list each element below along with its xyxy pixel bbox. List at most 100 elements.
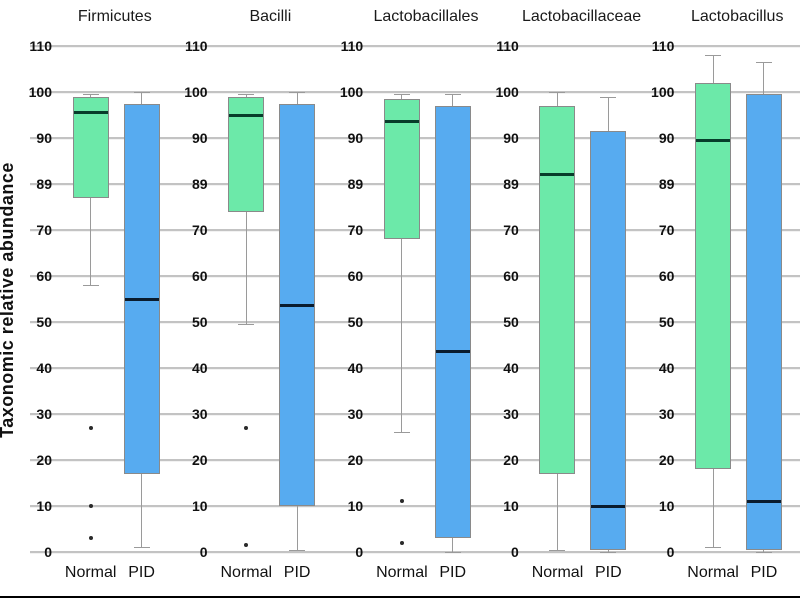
panel-title: Lactobacillales xyxy=(373,8,479,25)
y-tick-label: 50 xyxy=(192,314,208,330)
gridline xyxy=(30,275,800,277)
y-tick-label: 10 xyxy=(192,498,208,514)
gridline xyxy=(30,45,800,47)
whisker-cap xyxy=(444,552,461,553)
y-tick-label: 100 xyxy=(28,84,52,100)
y-tick-label: 50 xyxy=(36,314,52,330)
y-tick-label: 110 xyxy=(340,38,364,54)
whisker-cap xyxy=(600,552,617,553)
x-tick-label: Normal xyxy=(220,564,273,581)
median-line xyxy=(229,113,264,117)
y-tick-label: 20 xyxy=(503,452,519,468)
y-tick-label: 30 xyxy=(192,406,208,422)
y-tick-label: 70 xyxy=(347,222,364,238)
median-line xyxy=(280,304,315,308)
whisker-cap xyxy=(289,549,306,551)
box-normal xyxy=(695,82,732,470)
panel-title: Bacilli xyxy=(249,8,292,25)
y-tick-label: 70 xyxy=(36,222,52,238)
outlier-dot xyxy=(88,504,93,508)
whisker-cap xyxy=(549,549,566,551)
outlier-dot xyxy=(244,543,249,548)
y-tick-label: 90 xyxy=(347,130,364,146)
x-tick-label: Normal xyxy=(687,564,739,581)
y-tick-label: 89 xyxy=(36,176,52,192)
y-tick-label: 110 xyxy=(29,38,52,54)
x-tick-label: PID xyxy=(128,564,155,581)
panel-lactobacillus: Lactobacillus 110 100 90 89 70 60 50 40 30 20 10 0 No… xyxy=(644,0,800,600)
y-tick-label: 50 xyxy=(658,314,675,330)
y-tick-label: 40 xyxy=(347,360,364,376)
y-tick-label: 110 xyxy=(185,38,208,54)
y-tick-label: 70 xyxy=(192,222,208,238)
whisker-cap xyxy=(289,92,306,93)
y-tick-label: 0 xyxy=(44,544,52,560)
y-tick-label: 20 xyxy=(36,452,52,468)
gridline xyxy=(30,91,800,93)
y-tick-label: 0 xyxy=(511,544,519,560)
median-line xyxy=(384,120,419,124)
y-tick-label: 50 xyxy=(503,314,519,330)
y-tick-label: 89 xyxy=(658,176,675,192)
x-tick-label: PID xyxy=(283,564,311,581)
y-tick-label: 10 xyxy=(36,498,52,514)
y-tick-label: 40 xyxy=(658,360,675,376)
box-pid xyxy=(434,105,471,539)
panel-title: Lactobacillaceae xyxy=(521,8,642,25)
y-tick-label: 30 xyxy=(347,406,364,422)
whisker-cap xyxy=(705,547,722,549)
y-tick-label: 110 xyxy=(496,38,519,54)
x-tick-label: PID xyxy=(439,564,467,581)
y-tick-label: 30 xyxy=(36,406,52,422)
y-tick-label: 100 xyxy=(651,84,675,100)
whisker-cap xyxy=(600,96,617,98)
y-tick-label: 90 xyxy=(658,130,675,146)
gridline xyxy=(30,551,800,553)
x-tick-label: PID xyxy=(594,564,622,581)
whisker-cap xyxy=(238,324,255,326)
panel-lactobacillales: Lactobacillales 110 100 90 89 70 60 50 40 30 20 10 0… xyxy=(333,0,489,600)
whisker-cap xyxy=(133,547,150,549)
x-tick-label: PID xyxy=(750,564,778,581)
x-axis-line xyxy=(0,596,800,598)
y-tick-label: 0 xyxy=(666,544,675,560)
whisker-cap xyxy=(444,94,461,96)
box-normal xyxy=(539,105,576,474)
y-tick-label: 90 xyxy=(503,130,519,146)
median-line xyxy=(746,499,781,503)
y-tick-label: 70 xyxy=(503,222,519,238)
gridline xyxy=(30,367,800,369)
outlier-dot xyxy=(88,425,93,430)
gridline xyxy=(30,413,800,415)
y-tick-label: 10 xyxy=(503,498,519,514)
panel-title: Firmicutes xyxy=(77,8,152,25)
x-tick-label: Normal xyxy=(376,564,428,581)
y-tick-label: 60 xyxy=(347,268,364,284)
panel-lactobacillaceae: Lactobacillaceae 110 100 90 89 70 60 50 40 30 20 10… xyxy=(489,0,645,600)
whisker-cap xyxy=(82,94,99,96)
whisker-cap xyxy=(549,92,566,93)
whisker-cap xyxy=(755,552,772,553)
whisker-cap xyxy=(393,94,410,96)
y-tick-label: 90 xyxy=(192,130,208,146)
median-line xyxy=(591,504,626,508)
y-tick-label: 20 xyxy=(347,452,364,468)
whisker-cap xyxy=(238,94,255,96)
whisker-cap xyxy=(133,92,150,93)
y-tick-label: 60 xyxy=(503,268,519,284)
box-pid xyxy=(745,94,782,550)
y-tick-label: 40 xyxy=(503,360,519,376)
whisker-cap xyxy=(755,62,772,64)
box-pid xyxy=(590,131,627,550)
gridline xyxy=(30,321,800,323)
y-tick-label: 110 xyxy=(651,38,675,54)
y-tick-label: 40 xyxy=(36,360,52,376)
x-tick-label: Normal xyxy=(531,564,584,581)
y-tick-label: 0 xyxy=(355,544,364,560)
panel-bacilli: Bacilli 110 100 90 89 70 60 50 40 30 20 10 0 Normal PI… xyxy=(178,0,334,600)
median-line xyxy=(73,111,108,115)
y-tick-label: 50 xyxy=(347,314,364,330)
gridline xyxy=(30,459,800,461)
